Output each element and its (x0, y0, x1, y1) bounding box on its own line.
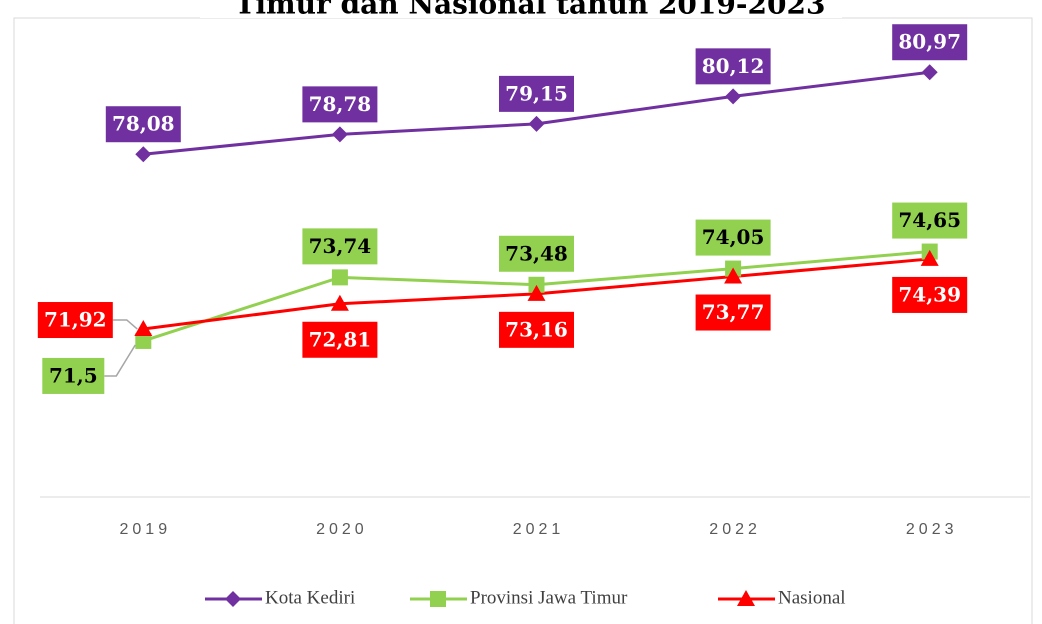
marker (921, 64, 938, 81)
data-label-box (42, 357, 105, 394)
marker (331, 269, 348, 286)
marker (330, 294, 349, 311)
marker (135, 146, 152, 163)
data-label: 80,12 (702, 54, 765, 78)
marker (528, 115, 545, 132)
data-label-box (37, 302, 113, 339)
legend-marker (737, 590, 755, 606)
marker (725, 88, 742, 105)
data-label-box (695, 219, 771, 256)
data-label: 71,5 (49, 363, 98, 387)
data-label-box (302, 321, 378, 358)
x-tick-label: 2023 (906, 521, 958, 538)
data-label: 73,16 (505, 317, 568, 341)
title-backdrop (200, 0, 842, 18)
data-label: 73,77 (702, 300, 765, 324)
data-label-box (499, 75, 574, 112)
data-label: 72,81 (309, 327, 372, 351)
x-tick-label: 2019 (120, 521, 172, 538)
data-label: 71,92 (44, 308, 107, 332)
data-label: 73,74 (309, 234, 372, 258)
chart-title: Timur dan Nasional tahun 2019-2023 (235, 0, 826, 21)
marker (920, 249, 939, 266)
legend-marker (430, 591, 446, 607)
data-label: 78,78 (309, 92, 372, 116)
legend-label: Kota Kediri (265, 587, 355, 608)
data-label-box (499, 235, 574, 272)
data-label-box (302, 228, 378, 265)
leader-line (112, 319, 138, 330)
data-label-box (302, 86, 378, 123)
x-tick-label: 2021 (513, 521, 565, 538)
marker (331, 126, 348, 143)
x-tick-label: 2022 (709, 521, 761, 538)
data-label: 73,48 (505, 241, 568, 265)
data-label-box (695, 48, 771, 85)
marker (135, 332, 152, 349)
data-label: 78,08 (112, 112, 175, 136)
legend-label: Provinsi Jawa Timur (470, 587, 628, 608)
data-label: 74,65 (898, 208, 961, 232)
legend-marker (225, 591, 241, 607)
x-tick-label: 2020 (316, 521, 368, 538)
legend-label: Nasional (778, 587, 846, 608)
data-label: 80,97 (898, 30, 961, 54)
marker (527, 284, 546, 301)
data-label-box (695, 294, 771, 331)
data-label-box (499, 311, 574, 348)
data-label-box (892, 202, 968, 239)
data-label: 74,39 (898, 282, 961, 306)
data-label-box (892, 24, 968, 61)
marker (528, 276, 545, 293)
leader-line (104, 344, 136, 377)
data-label: 79,15 (505, 81, 568, 105)
data-label-box (892, 276, 968, 313)
data-label: 74,05 (702, 225, 765, 249)
marker (134, 320, 153, 337)
marker (724, 267, 743, 284)
data-label-box (105, 106, 181, 143)
